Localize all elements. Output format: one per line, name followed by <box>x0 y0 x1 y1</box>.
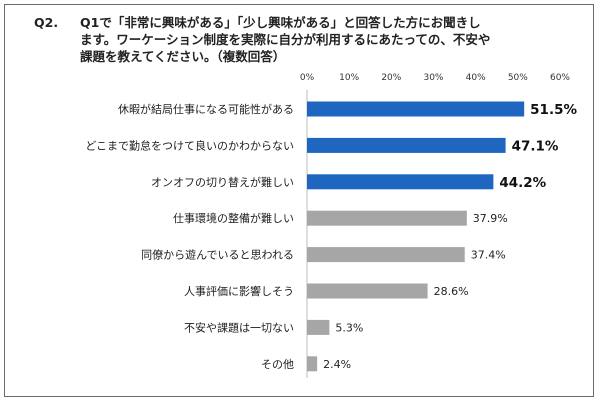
bar <box>307 137 506 153</box>
bar <box>307 356 318 372</box>
x-tick-label: 0% <box>300 73 315 83</box>
bar <box>307 283 428 299</box>
category-label: 人事評価に影響しそう <box>184 284 294 298</box>
value-label: 44.2% <box>499 175 546 191</box>
x-tick-label: 60% <box>550 73 570 83</box>
bar <box>307 174 494 190</box>
value-label: 28.6% <box>434 285 469 298</box>
bar <box>307 210 467 226</box>
x-tick-label: 50% <box>508 73 528 83</box>
chart-title: Q2. Q1で「非常に興味がある」「少し興味がある」と回答した方にお聞きし ます。… <box>34 14 574 65</box>
bar <box>307 101 525 117</box>
value-label: 47.1% <box>512 138 559 154</box>
title-line-3: 課題を教えてください。（複数回答） <box>80 49 286 64</box>
category-label: 休暇が結局仕事になる可能性がある <box>118 102 294 116</box>
bar <box>307 319 330 335</box>
title-line-2: ます。ワーケーション制度を実際に自分が利用するにあたっての、不安や <box>80 32 491 47</box>
value-label: 5.3% <box>335 321 363 334</box>
value-label: 37.4% <box>471 249 506 262</box>
value-label: 2.4% <box>323 358 351 371</box>
bar <box>307 247 465 263</box>
title-line-1: Q1で「非常に興味がある」「少し興味がある」と回答した方にお聞きし <box>80 15 481 30</box>
category-label: その他 <box>261 358 294 371</box>
x-tick-label: 40% <box>466 73 486 83</box>
x-tick-label: 10% <box>339 73 359 83</box>
x-tick-label: 20% <box>381 73 401 83</box>
x-tick-label: 30% <box>423 73 443 83</box>
category-label: 同僚から遊んでいると思われる <box>141 248 294 262</box>
value-label: 37.9% <box>473 212 508 225</box>
category-label: オンオフの切り替えが難しい <box>151 175 294 189</box>
category-label: 仕事環境の整備が難しい <box>173 211 294 225</box>
chart-frame <box>4 4 594 397</box>
question-number: Q2. <box>34 15 59 30</box>
value-label: 51.5% <box>530 102 577 118</box>
category-label: 不安や課題は一切ない <box>184 320 294 334</box>
category-label: どこまで勤怠をつけて良いのかわからない <box>85 138 294 152</box>
